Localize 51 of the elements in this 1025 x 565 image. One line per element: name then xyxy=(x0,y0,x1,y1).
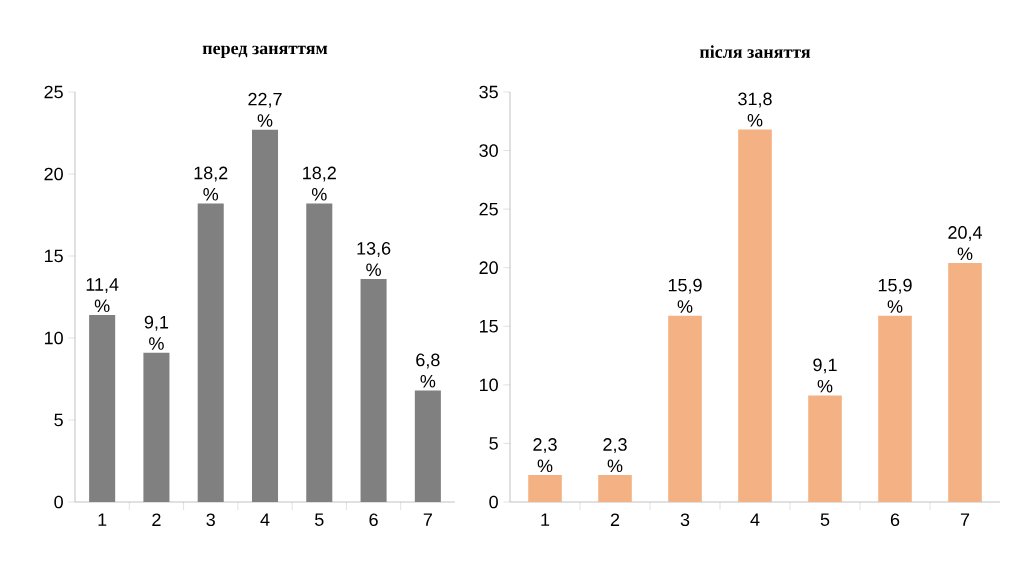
data-label: 22,7 % xyxy=(248,92,282,127)
y-tick-label: 15 xyxy=(44,249,63,263)
x-tick-label: 2 xyxy=(152,513,161,526)
y-tick-label: 15 xyxy=(479,320,498,333)
data-label: 6,8 % xyxy=(416,353,440,388)
chart-title: перед заняттям xyxy=(202,45,328,58)
bar xyxy=(598,475,632,502)
x-tick-label: 1 xyxy=(541,513,550,526)
y-tick-label: 0 xyxy=(54,495,63,509)
x-tick-label: 7 xyxy=(423,513,432,526)
data-label: 2,3 % xyxy=(533,438,557,473)
y-tick-label: 30 xyxy=(479,144,498,157)
y-tick-label: 5 xyxy=(54,413,63,427)
bar xyxy=(668,315,702,502)
y-tick-label: 20 xyxy=(44,167,63,181)
bar xyxy=(528,475,562,502)
x-tick-label: 4 xyxy=(750,513,760,526)
data-label: 15,9 % xyxy=(668,278,702,313)
data-label: 18,2 % xyxy=(194,166,228,201)
x-tick-label: 4 xyxy=(260,513,270,526)
x-tick-label: 1 xyxy=(98,513,107,526)
data-label: 2,3 % xyxy=(603,438,627,473)
bar xyxy=(948,263,982,502)
y-tick-label: 5 xyxy=(489,437,498,450)
x-tick-label: 6 xyxy=(890,513,900,527)
x-tick-label: 3 xyxy=(206,513,215,527)
y-tick-label: 35 xyxy=(479,85,498,99)
data-label: 15,9 % xyxy=(878,278,912,313)
data-label: 9,1 % xyxy=(813,358,837,393)
data-label: 31,8 % xyxy=(738,92,772,127)
y-tick-label: 10 xyxy=(479,378,498,392)
y-tick-label: 20 xyxy=(479,261,498,275)
data-label: 20,4 % xyxy=(948,226,982,261)
y-tick-label: 25 xyxy=(479,202,498,216)
data-label: 11,4 % xyxy=(86,278,119,313)
chart-title: після заняття xyxy=(699,45,811,58)
y-tick-label: 25 xyxy=(44,85,63,99)
x-tick-label: 2 xyxy=(610,513,620,526)
x-tick-label: 6 xyxy=(369,513,378,527)
y-tick-label: 10 xyxy=(44,331,63,345)
bar xyxy=(808,395,842,502)
bar xyxy=(878,315,912,502)
data-label: 18,2 % xyxy=(303,166,336,201)
x-tick-label: 7 xyxy=(960,513,970,526)
x-tick-label: 5 xyxy=(314,513,324,526)
data-label: 9,1 % xyxy=(144,315,169,350)
x-tick-label: 3 xyxy=(680,513,690,527)
x-tick-label: 5 xyxy=(820,513,830,526)
y-tick-label: 0 xyxy=(489,495,498,509)
bar xyxy=(738,129,772,502)
data-label: 13,6 % xyxy=(357,242,391,277)
